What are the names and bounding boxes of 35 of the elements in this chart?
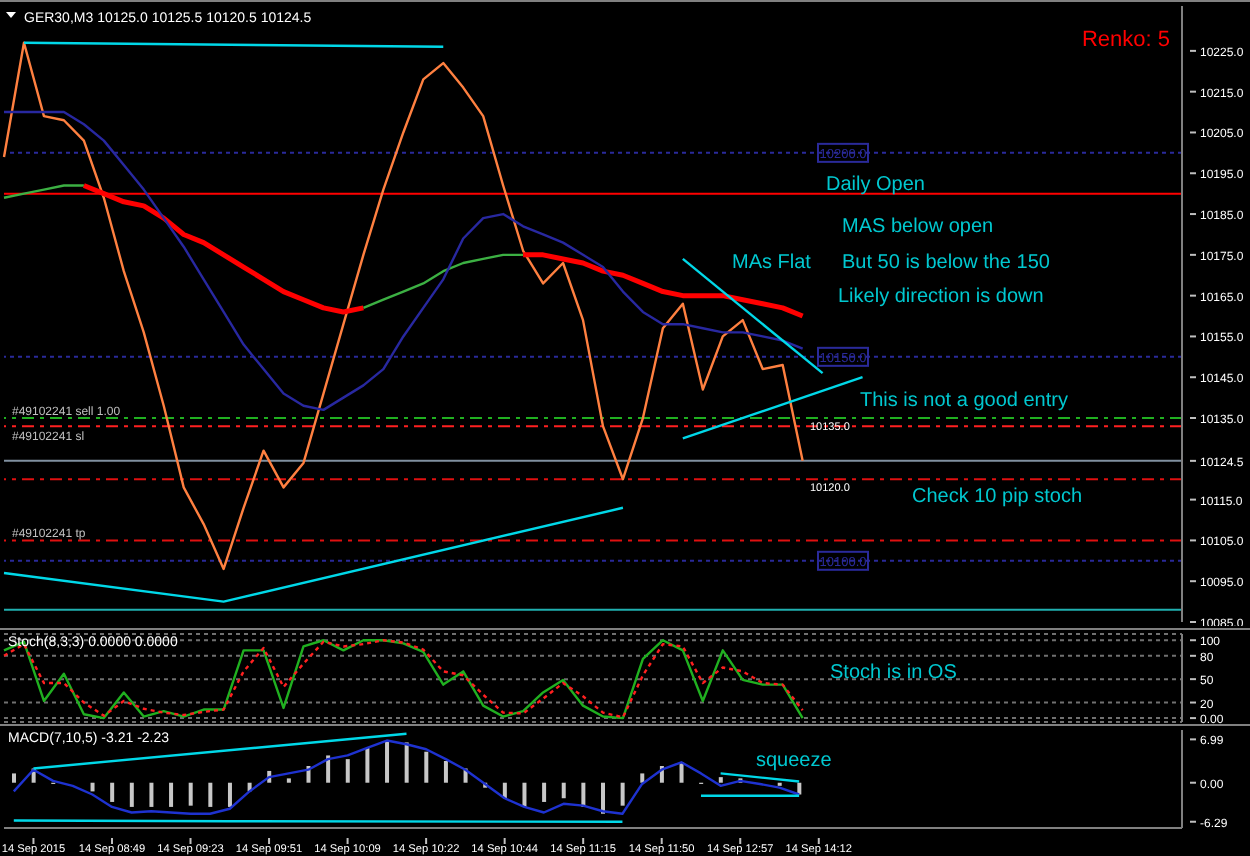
bar xyxy=(718,777,723,783)
bar xyxy=(522,782,527,807)
annotation: But 50 is below the 150 xyxy=(842,252,1051,274)
bar xyxy=(129,782,134,807)
annotation: MAS below open xyxy=(842,216,994,238)
bar xyxy=(601,782,605,814)
bar xyxy=(208,782,213,807)
bar xyxy=(326,755,331,783)
annotation: This is not a good entry xyxy=(860,390,1068,412)
annotation: Likely direction is down xyxy=(838,286,1044,308)
bar xyxy=(640,773,645,783)
bar xyxy=(365,747,370,783)
bar xyxy=(345,759,350,783)
bar xyxy=(542,782,547,802)
bar xyxy=(424,751,429,783)
bar xyxy=(12,773,16,783)
bar xyxy=(797,782,802,795)
bar xyxy=(443,761,448,783)
text: Renko: 5 xyxy=(1081,28,1170,52)
bar xyxy=(149,782,154,807)
bar xyxy=(404,742,409,783)
bar xyxy=(169,782,174,807)
annotation: squeeze xyxy=(756,750,833,772)
annotation: Daily Open xyxy=(826,174,925,196)
bar xyxy=(188,782,193,806)
bar xyxy=(620,782,625,806)
bar xyxy=(502,782,507,799)
annotation: Stoch is in OS xyxy=(830,662,958,684)
bar xyxy=(385,740,390,783)
annotation: MAs Flat xyxy=(732,252,812,274)
bar xyxy=(561,782,566,799)
bar xyxy=(227,782,232,807)
annotation: Check 10 pip stoch xyxy=(912,486,1083,508)
bar xyxy=(110,782,115,802)
bar xyxy=(90,782,95,792)
